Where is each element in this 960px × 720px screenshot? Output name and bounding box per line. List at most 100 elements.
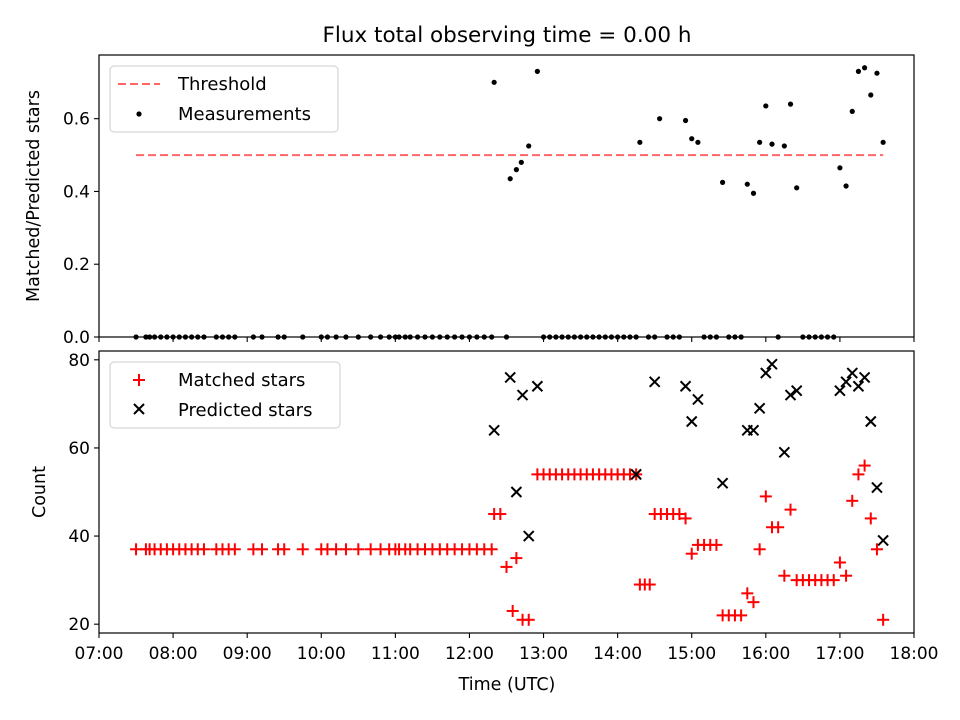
- matched-star-point: [506, 604, 519, 617]
- predicted-star-point: [531, 380, 544, 392]
- measurement-point: [689, 136, 695, 142]
- predicted-star-point: [504, 371, 516, 384]
- predicted-star-point: [630, 468, 642, 481]
- x-tick-label: 11:00: [371, 644, 420, 664]
- matched-star-point: [228, 543, 241, 556]
- matched-star-point: [197, 543, 210, 556]
- matched-star-point: [256, 543, 268, 556]
- matched-star-point: [296, 543, 309, 556]
- matched-star-point: [679, 512, 692, 525]
- matched-star-point: [784, 503, 797, 516]
- matched-star-point: [747, 596, 760, 609]
- measurement-point: [787, 101, 794, 107]
- measurement-point: [695, 139, 701, 145]
- measurement-point: [855, 68, 862, 74]
- matched-star-point: [510, 552, 523, 565]
- bottom-y-tick-label: 80: [68, 351, 90, 371]
- legend-matched-swatch: [133, 374, 145, 386]
- predicted-star-point: [747, 424, 760, 437]
- legend-measurements-label: Measurements: [178, 104, 311, 125]
- predicted-star-point: [790, 384, 803, 397]
- matched-star-point: [710, 538, 723, 551]
- top-y-tick-label: 0.2: [63, 255, 90, 275]
- x-tick-label: 14:00: [593, 644, 642, 664]
- predicted-star-point: [871, 481, 883, 494]
- predicted-star-point: [523, 530, 535, 542]
- predicted-star-point: [846, 367, 858, 379]
- predicted-star-point: [488, 424, 500, 437]
- matched-star-point: [772, 521, 785, 534]
- x-tick-label: 17:00: [815, 644, 864, 664]
- matched-star-point: [494, 508, 507, 521]
- predicted-star-point: [510, 486, 523, 498]
- measurement-point: [862, 65, 868, 71]
- bottom-y-tick-label: 20: [68, 615, 90, 635]
- legend-threshold-label: Threshold: [177, 74, 267, 95]
- matched-star-point: [858, 459, 871, 472]
- bottom-y-tick-label: 60: [68, 439, 90, 459]
- x-tick-label: 18:00: [890, 644, 939, 664]
- bottom-y-tick-label: 40: [68, 527, 90, 547]
- top-y-tick-label: 0.4: [63, 182, 90, 202]
- bottom-y-axis-label: Count: [30, 466, 50, 518]
- measurement-point: [744, 181, 750, 187]
- measurement-point: [763, 103, 769, 109]
- matched-star-point: [864, 512, 877, 525]
- predicted-star-point: [778, 446, 791, 459]
- matched-star-point: [643, 578, 656, 591]
- predicted-star-point: [840, 376, 852, 388]
- matched-star-point: [673, 508, 686, 521]
- predicted-star-point: [865, 415, 877, 428]
- matched-star-point: [852, 468, 865, 481]
- predicted-star-point: [766, 358, 778, 370]
- x-tick-label: 16:00: [741, 644, 790, 664]
- matched-star-point: [759, 490, 772, 503]
- top-y-axis-label: Matched/Predicted stars: [24, 90, 44, 302]
- measurement-point: [874, 70, 880, 76]
- measurement-point: [657, 116, 663, 122]
- x-tick-label: 15:00: [667, 644, 716, 664]
- bottom-legend: Matched stars Predicted stars: [109, 361, 341, 429]
- measurement-point: [518, 159, 524, 165]
- legend-predicted-label: Predicted stars: [178, 400, 312, 421]
- measurement-point: [682, 117, 689, 124]
- x-tick-label: 13:00: [519, 644, 568, 664]
- measurement-point: [757, 139, 763, 145]
- matched-star-point: [485, 543, 498, 556]
- predicted-star-point: [679, 380, 692, 392]
- matched-star-point: [827, 574, 840, 587]
- legend-predicted-swatch: [133, 403, 145, 415]
- matched-star-point: [741, 587, 754, 600]
- matched-star-point: [522, 613, 535, 626]
- legend-matched-label: Matched stars: [178, 370, 305, 391]
- matched-star-point: [870, 543, 883, 556]
- measurement-point: [781, 143, 787, 149]
- predicted-star-point: [753, 402, 766, 414]
- bottom-plot-area: 07:00 08:00 09:00 10:00 11:00 12:00 13:00 14:00…: [68, 351, 938, 664]
- top-y-tick-label: 0.6: [63, 110, 90, 130]
- matched-star-point: [778, 569, 791, 582]
- matched-star-point: [877, 613, 890, 626]
- x-tick-label: 08:00: [149, 644, 198, 664]
- measurement-point: [794, 185, 800, 191]
- matched-star-point: [833, 556, 846, 569]
- predicted-star-point: [784, 389, 797, 401]
- measurement-point: [534, 68, 540, 74]
- x-tick-label: 09:00: [223, 644, 272, 664]
- measurement-point: [637, 139, 643, 145]
- measurement-point: [769, 141, 775, 147]
- x-tick-label: 12:00: [445, 644, 494, 664]
- measurement-point: [750, 190, 757, 196]
- matched-star-point: [846, 494, 859, 507]
- predicted-star-point: [716, 477, 729, 489]
- predicted-star-point: [834, 384, 846, 397]
- predicted-star-point: [648, 376, 661, 388]
- top-legend: Threshold Measurements: [109, 65, 339, 133]
- predicted-star-point: [760, 367, 772, 379]
- matched-star-point: [735, 609, 748, 622]
- matched-star-point: [685, 547, 698, 560]
- predicted-star-point: [516, 389, 529, 401]
- chart-title: Flux total observing time = 0.00 h: [323, 23, 692, 48]
- matched-star-point: [840, 569, 853, 582]
